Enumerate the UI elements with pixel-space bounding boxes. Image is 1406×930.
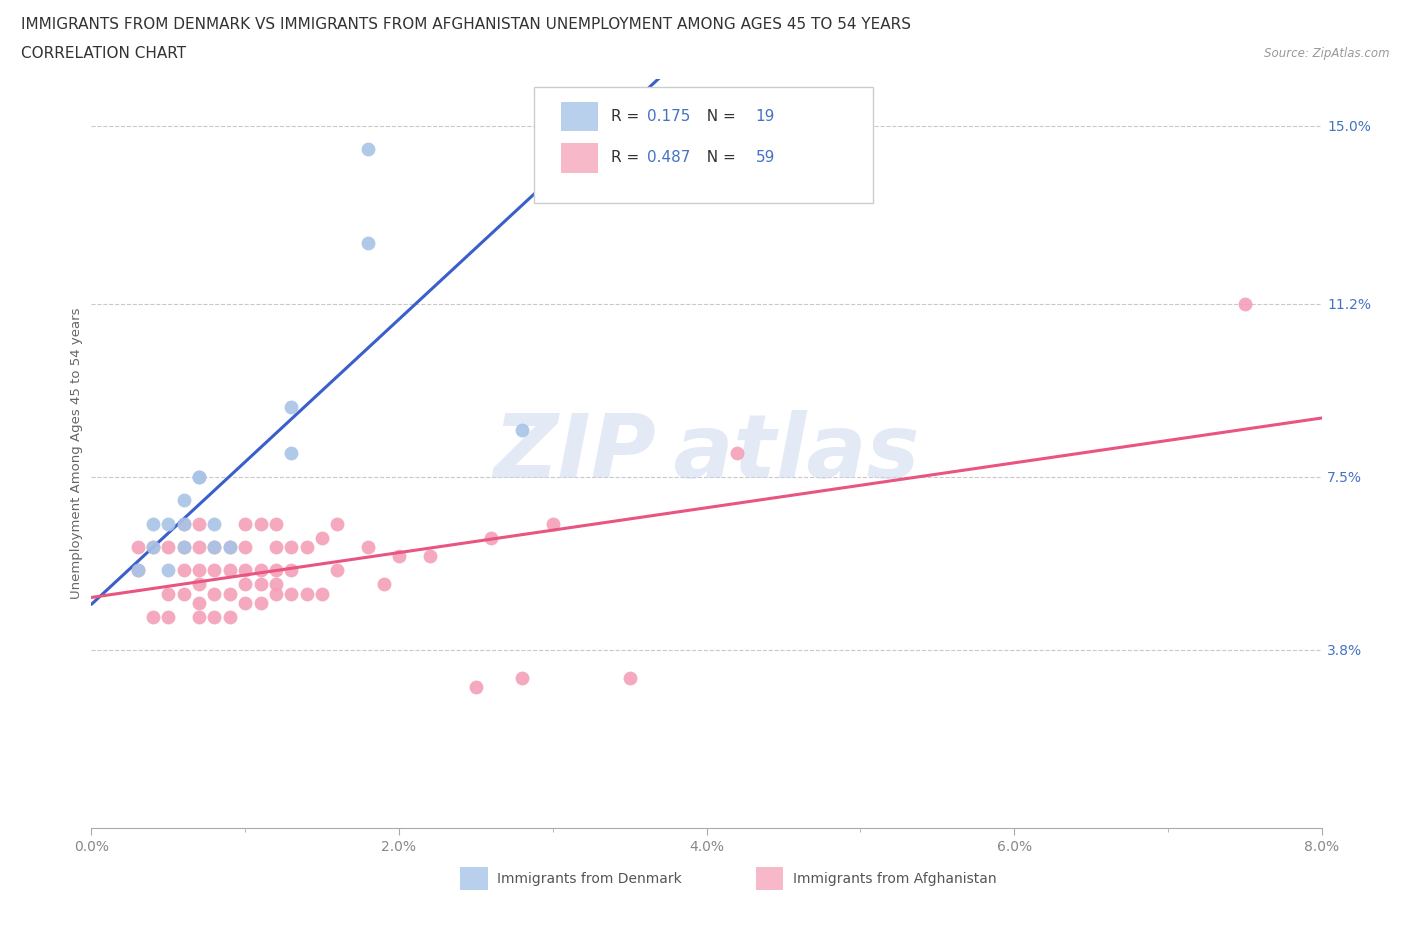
- Point: [157, 610, 180, 625]
- Point: [233, 539, 256, 554]
- Point: [326, 516, 349, 531]
- Point: [218, 539, 240, 554]
- Point: [218, 563, 240, 578]
- Bar: [561, 142, 599, 173]
- Text: 59: 59: [756, 150, 775, 166]
- Point: [264, 577, 287, 591]
- Text: 19: 19: [756, 109, 775, 124]
- Point: [233, 595, 256, 610]
- Point: [142, 610, 165, 625]
- Point: [357, 235, 380, 250]
- Point: [1233, 297, 1256, 312]
- Point: [188, 610, 211, 625]
- Point: [157, 539, 180, 554]
- Point: [173, 516, 195, 531]
- Text: 0.487: 0.487: [647, 150, 690, 166]
- Point: [188, 595, 211, 610]
- Point: [264, 516, 287, 531]
- Point: [725, 445, 748, 460]
- Point: [127, 539, 149, 554]
- Point: [280, 563, 302, 578]
- Point: [249, 577, 271, 591]
- Point: [173, 539, 195, 554]
- Point: [173, 516, 195, 531]
- Point: [188, 539, 211, 554]
- Point: [249, 595, 271, 610]
- Point: [127, 563, 149, 578]
- Point: [249, 516, 271, 531]
- Bar: [756, 868, 783, 890]
- Point: [173, 539, 195, 554]
- Text: N =: N =: [696, 109, 741, 124]
- Point: [233, 577, 256, 591]
- FancyBboxPatch shape: [534, 86, 873, 203]
- Point: [233, 516, 256, 531]
- Point: [142, 516, 165, 531]
- Point: [295, 586, 318, 601]
- Point: [173, 586, 195, 601]
- Point: [249, 563, 271, 578]
- Point: [188, 470, 211, 485]
- Bar: [561, 101, 599, 131]
- Point: [280, 586, 302, 601]
- Point: [188, 470, 211, 485]
- Point: [357, 141, 380, 156]
- Point: [202, 516, 225, 531]
- Point: [188, 577, 211, 591]
- Point: [311, 530, 333, 545]
- Point: [202, 539, 225, 554]
- Point: [541, 95, 564, 110]
- Point: [202, 539, 225, 554]
- Point: [619, 671, 641, 685]
- Point: [157, 563, 180, 578]
- Y-axis label: Unemployment Among Ages 45 to 54 years: Unemployment Among Ages 45 to 54 years: [70, 308, 83, 599]
- Point: [510, 422, 533, 437]
- Text: N =: N =: [696, 150, 741, 166]
- Point: [280, 539, 302, 554]
- Point: [373, 577, 395, 591]
- Point: [173, 493, 195, 508]
- Point: [157, 516, 180, 531]
- Point: [264, 539, 287, 554]
- Point: [218, 586, 240, 601]
- Point: [280, 445, 302, 460]
- Bar: [460, 868, 488, 890]
- Point: [127, 563, 149, 578]
- Point: [142, 539, 165, 554]
- Point: [202, 563, 225, 578]
- Text: Source: ZipAtlas.com: Source: ZipAtlas.com: [1264, 46, 1389, 60]
- Point: [142, 539, 165, 554]
- Point: [202, 610, 225, 625]
- Point: [264, 586, 287, 601]
- Point: [202, 586, 225, 601]
- Point: [157, 586, 180, 601]
- Text: ZIP atlas: ZIP atlas: [494, 410, 920, 497]
- Text: 0.175: 0.175: [647, 109, 690, 124]
- Point: [218, 610, 240, 625]
- Point: [311, 586, 333, 601]
- Point: [173, 563, 195, 578]
- Point: [295, 539, 318, 554]
- Point: [357, 539, 380, 554]
- Point: [510, 671, 533, 685]
- Point: [188, 563, 211, 578]
- Point: [541, 516, 564, 531]
- Point: [419, 549, 441, 564]
- Text: R =: R =: [610, 109, 644, 124]
- Point: [464, 680, 486, 695]
- Point: [188, 516, 211, 531]
- Text: CORRELATION CHART: CORRELATION CHART: [21, 46, 186, 61]
- Point: [388, 549, 411, 564]
- Text: Immigrants from Afghanistan: Immigrants from Afghanistan: [793, 871, 997, 885]
- Point: [479, 530, 502, 545]
- Text: R =: R =: [610, 150, 644, 166]
- Text: IMMIGRANTS FROM DENMARK VS IMMIGRANTS FROM AFGHANISTAN UNEMPLOYMENT AMONG AGES 4: IMMIGRANTS FROM DENMARK VS IMMIGRANTS FR…: [21, 17, 911, 32]
- Point: [280, 399, 302, 414]
- Point: [264, 563, 287, 578]
- Point: [233, 563, 256, 578]
- Point: [218, 539, 240, 554]
- Text: Immigrants from Denmark: Immigrants from Denmark: [498, 871, 682, 885]
- Point: [326, 563, 349, 578]
